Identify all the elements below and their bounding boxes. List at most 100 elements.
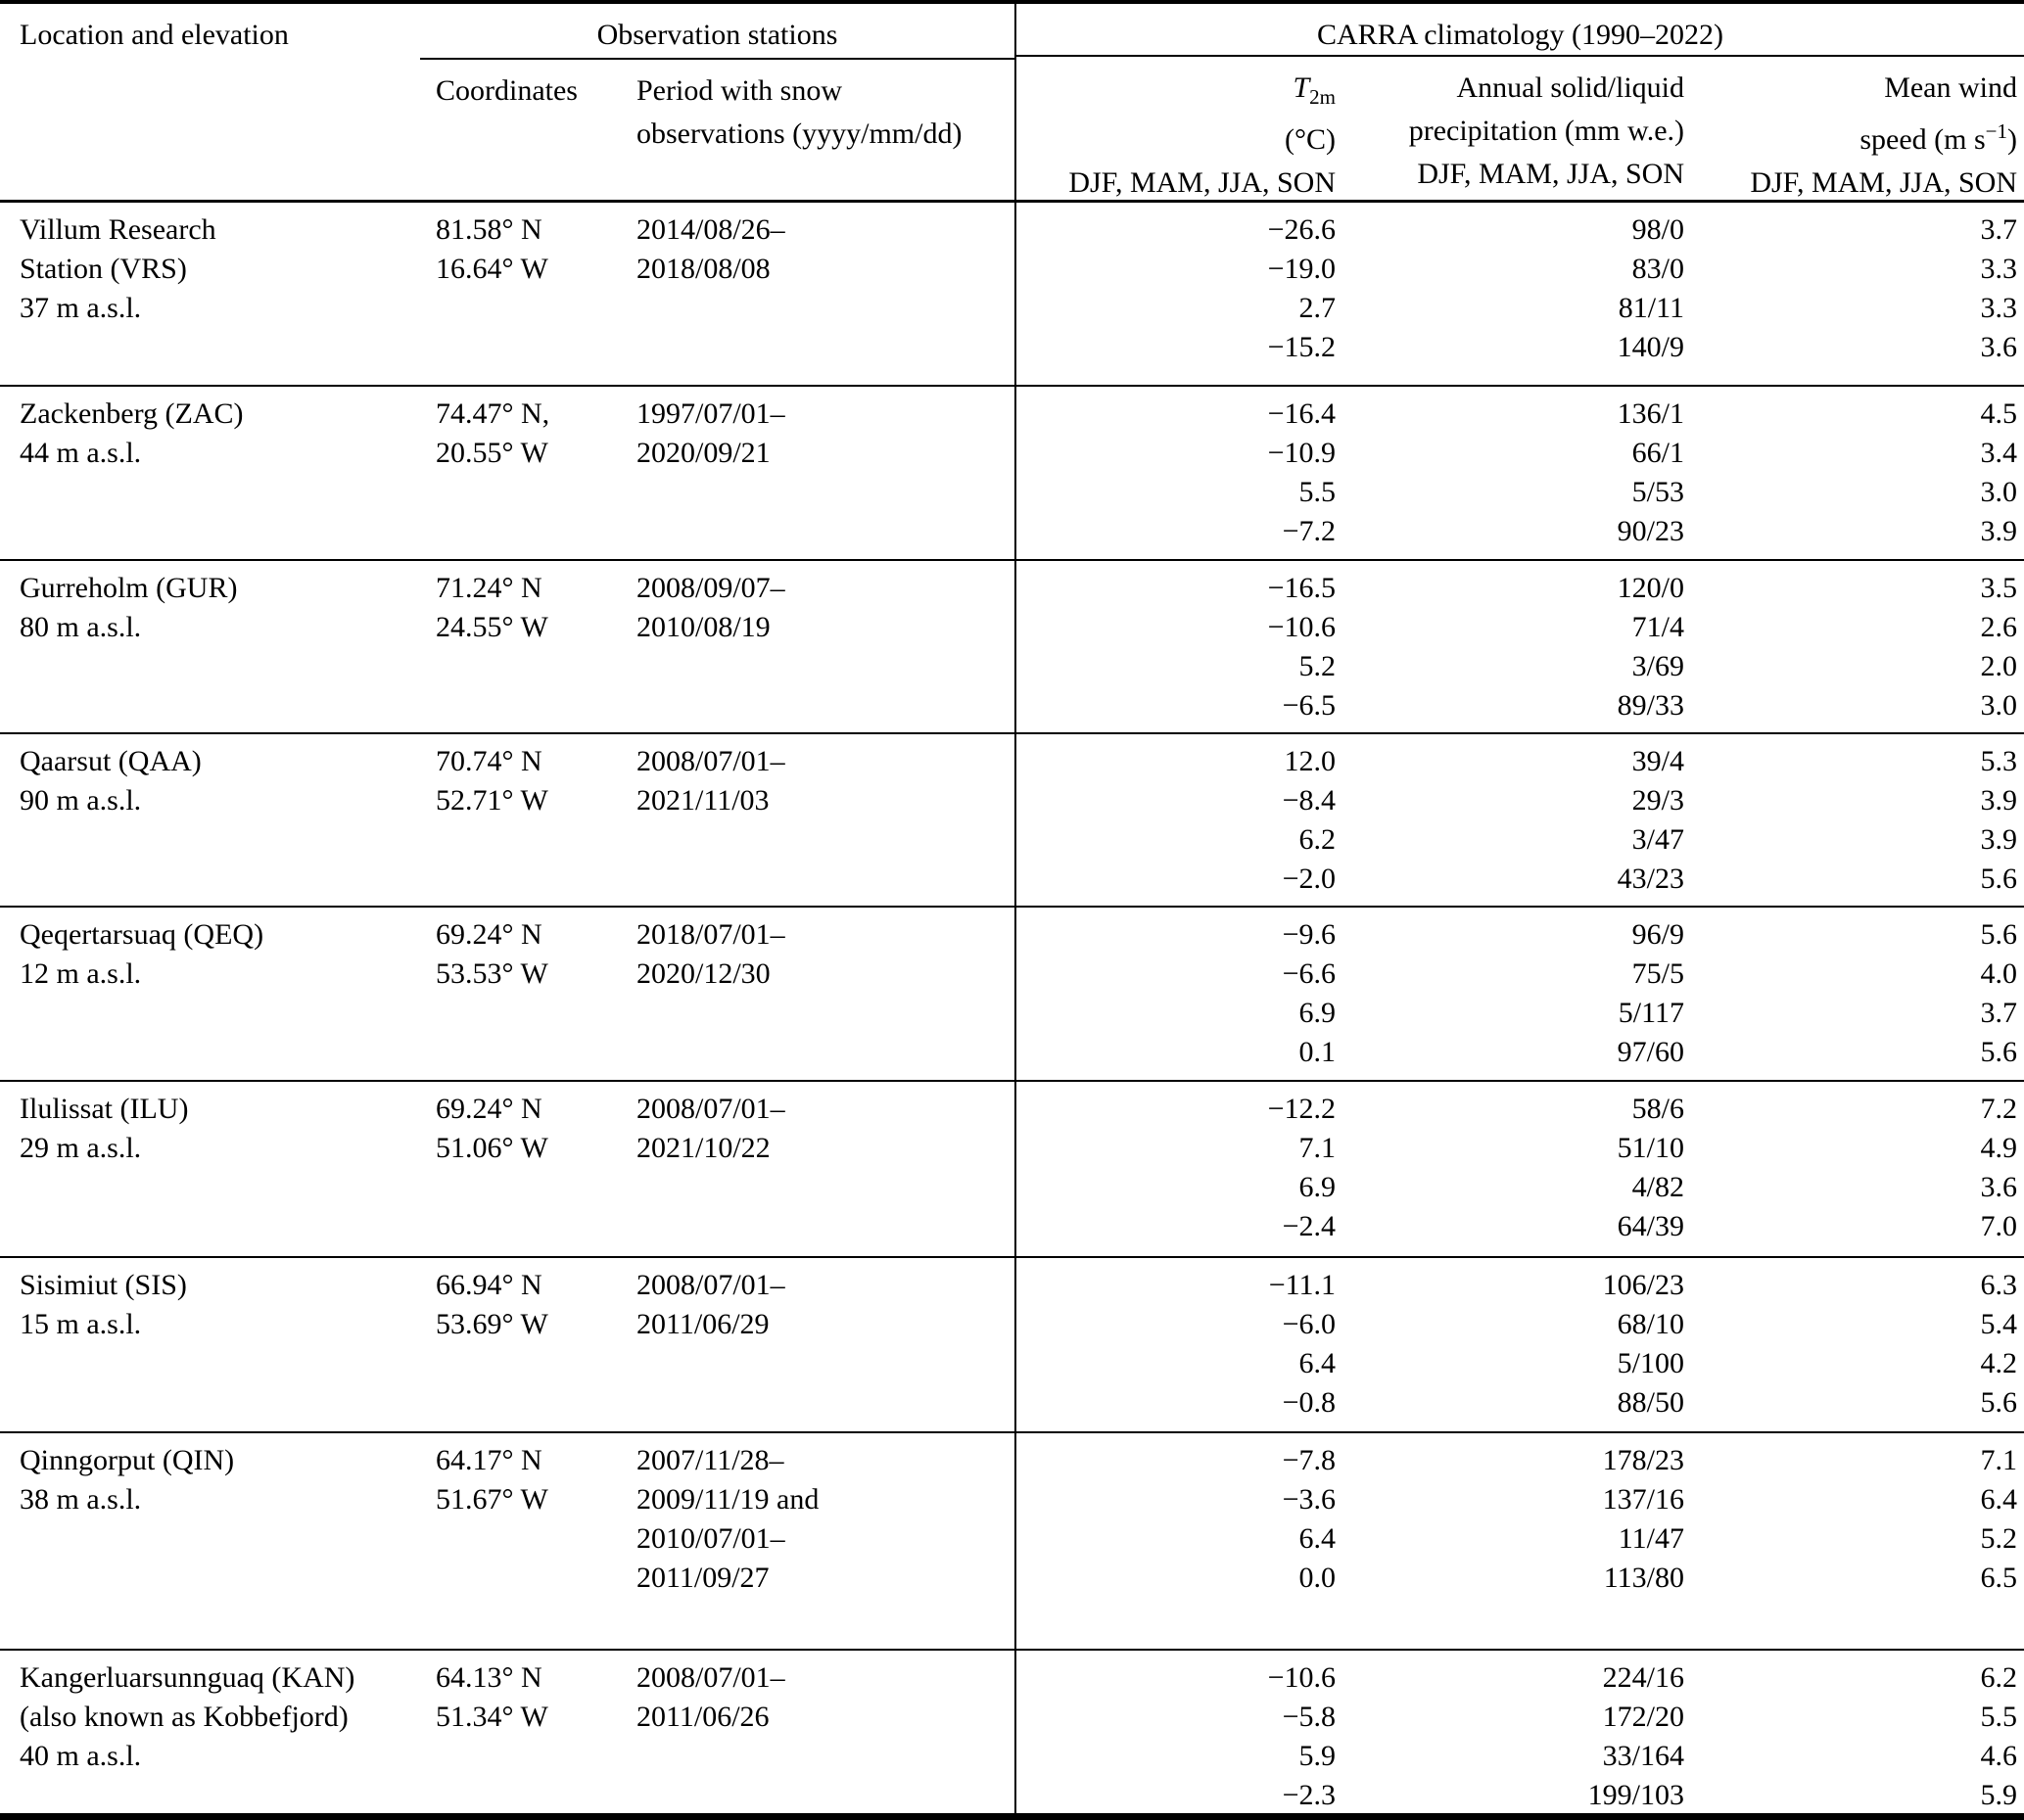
column-group-observation-stations: Observation stations	[420, 4, 1014, 60]
cell-location: Qinngorput (QIN) 38 m a.s.l.	[20, 1444, 235, 1516]
cell-t2m: −16.4 −10.9 5.5 −7.2	[1267, 397, 1336, 547]
cell-t2m: 12.0 −8.4 6.2 −2.0	[1282, 745, 1336, 895]
table-row: Ilulissat (ILU) 29 m a.s.l. 69.24° N 51.…	[0, 1080, 2024, 1256]
column-header-wind: Mean wind speed (m s−1) DJF, MAM, JJA, S…	[1684, 67, 2024, 205]
cell-wind: 7.1 6.4 5.2 6.5	[1980, 1444, 2018, 1594]
column-group-carra: CARRA climatology (1990–2022)	[1016, 4, 2024, 57]
cell-group-carra: −7.8 −3.6 6.4 0.0 178/23 137/16 11/47 11…	[1014, 1433, 2024, 1649]
cell-period: 2008/07/01– 2011/06/26	[636, 1661, 785, 1733]
cell-wind: 3.7 3.3 3.3 3.6	[1980, 213, 2018, 363]
cell-period: 2008/07/01– 2011/06/29	[636, 1269, 785, 1340]
cell-location: Ilulissat (ILU) 29 m a.s.l.	[20, 1093, 189, 1164]
cell-wind: 3.5 2.6 2.0 3.0	[1980, 572, 2018, 722]
wind-unit-pre: speed (m s	[1859, 123, 1986, 156]
column-header-t2m: T2m (°C) DJF, MAM, JJA, SON	[1016, 67, 1336, 205]
wind-seasons: DJF, MAM, JJA, SON	[1750, 166, 2017, 199]
cell-wind: 4.5 3.4 3.0 3.9	[1980, 397, 2018, 547]
table-row: Qinngorput (QIN) 38 m a.s.l. 64.17° N 51…	[0, 1431, 2024, 1649]
cell-group-carra: −10.6 −5.8 5.9 −2.3 224/16 172/20 33/164…	[1014, 1651, 2024, 1813]
precip-line1: Annual solid/liquid	[1456, 71, 1685, 104]
cell-location: Gurreholm (GUR) 80 m a.s.l.	[20, 572, 238, 643]
cell-coordinates: 74.47° N, 20.55° W	[436, 397, 550, 469]
cell-precipitation: 136/1 66/1 5/53 90/23	[1617, 397, 1684, 547]
cell-coordinates: 81.58° N 16.64° W	[436, 213, 548, 285]
cell-group-carra: −16.4 −10.9 5.5 −7.2 136/1 66/1 5/53 90/…	[1014, 387, 2024, 559]
cell-group-carra: −16.5 −10.6 5.2 −6.5 120/0 71/4 3/69 89/…	[1014, 561, 2024, 732]
header-spacer	[0, 70, 436, 156]
cell-period: 2008/09/07– 2010/08/19	[636, 572, 785, 643]
cell-coordinates: 69.24° N 53.53° W	[436, 918, 548, 990]
cell-coordinates: 64.13° N 51.34° W	[436, 1661, 548, 1733]
cell-group-carra: −9.6 −6.6 6.9 0.1 96/9 75/5 5/117 97/60 …	[1014, 908, 2024, 1080]
table-row: Kangerluarsunnguaq (KAN) (also known as …	[0, 1649, 2024, 1813]
cell-coordinates: 71.24° N 24.55° W	[436, 572, 548, 643]
cell-group-carra: −26.6 −19.0 2.7 −15.2 98/0 83/0 81/11 14…	[1014, 203, 2024, 385]
table-row: Gurreholm (GUR) 80 m a.s.l. 71.24° N 24.…	[0, 559, 2024, 732]
cell-group-carra: 12.0 −8.4 6.2 −2.0 39/4 29/3 3/47 43/23 …	[1014, 734, 2024, 906]
cell-precipitation: 178/23 137/16 11/47 113/80	[1602, 1444, 1684, 1594]
cell-precipitation: 224/16 172/20 33/164 199/103	[1587, 1661, 1684, 1811]
t2m-symbol-line: T2m	[1016, 67, 1336, 118]
header-row-groups: Location and elevation Observation stati…	[0, 4, 1014, 60]
cell-precipitation: 58/6 51/10 4/82 64/39	[1617, 1093, 1684, 1242]
wind-unit-exp: −1	[1985, 119, 2007, 143]
cell-wind: 5.6 4.0 3.7 5.6	[1980, 918, 2018, 1068]
cell-period: 2014/08/26– 2018/08/08	[636, 213, 785, 285]
cell-period: 1997/07/01– 2020/09/21	[636, 397, 785, 469]
cell-precipitation: 120/0 71/4 3/69 89/33	[1617, 572, 1684, 722]
cell-t2m: −11.1 −6.0 6.4 −0.8	[1268, 1269, 1336, 1419]
table-row: Sisimiut (SIS) 15 m a.s.l. 66.94° N 53.6…	[0, 1256, 2024, 1431]
cell-t2m: −16.5 −10.6 5.2 −6.5	[1267, 572, 1336, 722]
column-header-coordinates: Coordinates	[436, 74, 578, 107]
cell-t2m: −26.6 −19.0 2.7 −15.2	[1267, 213, 1336, 363]
cell-coordinates: 69.24° N 51.06° W	[436, 1093, 548, 1164]
cell-group-carra: −11.1 −6.0 6.4 −0.8 106/23 68/10 5/100 8…	[1014, 1258, 2024, 1431]
cell-location: Sisimiut (SIS) 15 m a.s.l.	[20, 1269, 187, 1340]
cell-location: Qeqertarsuaq (QEQ) 12 m a.s.l.	[20, 918, 264, 990]
cell-period: 2007/11/28– 2009/11/19 and 2010/07/01– 2…	[636, 1444, 820, 1594]
cell-period: 2008/07/01– 2021/11/03	[636, 745, 785, 817]
precip-seasons: DJF, MAM, JJA, SON	[1417, 158, 1684, 190]
cell-t2m: −9.6 −6.6 6.9 0.1	[1282, 918, 1336, 1068]
wind-line1: Mean wind	[1884, 71, 2017, 104]
column-header-period: Period with snow observations (yyyy/mm/d…	[636, 74, 963, 150]
cell-t2m: −7.8 −3.6 6.4 0.0	[1282, 1444, 1336, 1594]
column-header-precipitation: Annual solid/liquid precipitation (mm w.…	[1336, 67, 1684, 205]
cell-t2m: −12.2 7.1 6.9 −2.4	[1267, 1093, 1336, 1242]
cell-location: Villum Research Station (VRS) 37 m a.s.l…	[20, 213, 216, 324]
cell-coordinates: 70.74° N 52.71° W	[436, 745, 548, 817]
cell-coordinates: 64.17° N 51.67° W	[436, 1444, 548, 1516]
cell-location: Qaarsut (QAA) 90 m a.s.l.	[20, 745, 202, 817]
header-right-section: CARRA climatology (1990–2022) T2m (°C) D…	[1014, 4, 2024, 200]
cell-t2m: −10.6 −5.8 5.9 −2.3	[1267, 1661, 1336, 1811]
table-row: Zackenberg (ZAC) 44 m a.s.l. 74.47° N, 2…	[0, 385, 2024, 559]
wind-unit-post: )	[2007, 123, 2017, 156]
precip-line2: precipitation (mm w.e.)	[1408, 115, 1684, 147]
header-left-section: Location and elevation Observation stati…	[0, 4, 1014, 200]
t2m-unit: (°C)	[1285, 123, 1336, 156]
cell-wind: 7.2 4.9 3.6 7.0	[1980, 1093, 2018, 1242]
wind-line2: speed (m s−1)	[1684, 110, 2017, 162]
t2m-symbol-sub: 2m	[1309, 85, 1336, 109]
cell-period: 2018/07/01– 2020/12/30	[636, 918, 785, 990]
cell-wind: 6.3 5.4 4.2 5.6	[1980, 1269, 2018, 1419]
cell-precipitation: 106/23 68/10 5/100 88/50	[1602, 1269, 1684, 1419]
cell-location: Zackenberg (ZAC) 44 m a.s.l.	[20, 397, 244, 469]
t2m-symbol: T	[1293, 71, 1310, 104]
table-header: Location and elevation Observation stati…	[0, 4, 2024, 203]
cell-wind: 6.2 5.5 4.6 5.9	[1980, 1661, 2018, 1811]
cell-group-carra: −12.2 7.1 6.9 −2.4 58/6 51/10 4/82 64/39…	[1014, 1082, 2024, 1256]
cell-wind: 5.3 3.9 3.9 5.6	[1980, 745, 2018, 895]
header-subrow-left: Coordinates Period with snow observation…	[0, 60, 1014, 156]
cell-precipitation: 96/9 75/5 5/117 97/60	[1617, 918, 1684, 1068]
table-row: Villum Research Station (VRS) 37 m a.s.l…	[0, 203, 2024, 385]
table-row: Qaarsut (QAA) 90 m a.s.l. 70.74° N 52.71…	[0, 732, 2024, 906]
cell-precipitation: 98/0 83/0 81/11 140/9	[1617, 213, 1684, 363]
t2m-seasons: DJF, MAM, JJA, SON	[1068, 166, 1336, 199]
cell-precipitation: 39/4 29/3 3/47 43/23	[1617, 745, 1684, 895]
cell-period: 2008/07/01– 2021/10/22	[636, 1093, 785, 1164]
column-header-location: Location and elevation	[20, 19, 289, 51]
cell-location: Kangerluarsunnguaq (KAN) (also known as …	[20, 1661, 355, 1772]
cell-coordinates: 66.94° N 53.69° W	[436, 1269, 548, 1340]
